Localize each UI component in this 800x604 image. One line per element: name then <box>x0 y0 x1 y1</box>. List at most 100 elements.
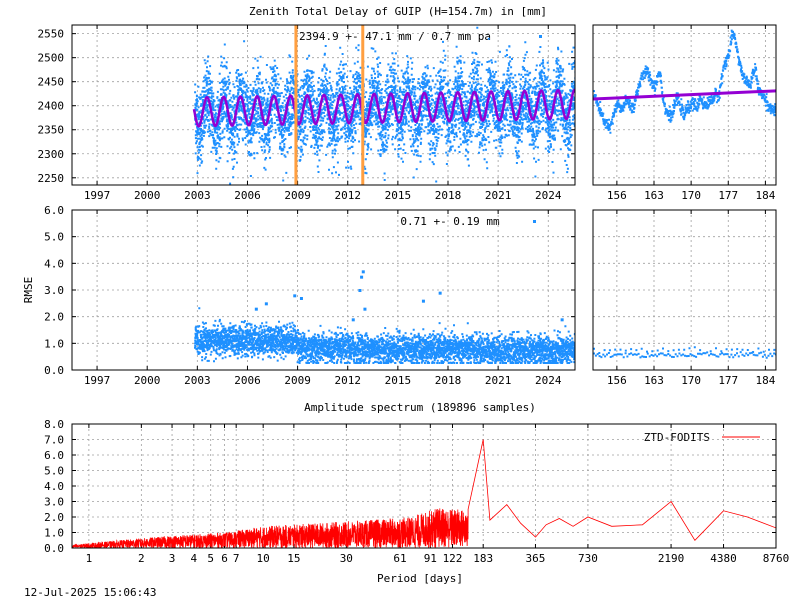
rmse-main-frame <box>71 209 576 371</box>
amplitude-spectrum-xtick-label: 122 <box>443 552 463 565</box>
rmse-main-panel: 1997 2000 2003 2006 2009 2012 2015 2018 2021 2024… <box>44 204 575 387</box>
amplitude-spectrum-xtick-label: 3 <box>169 552 176 565</box>
rmse-main-xtick-label: 2018 <box>435 374 462 387</box>
ztd-main-xtick-label: 2015 <box>385 189 412 202</box>
rmse-annotation: 0.71 +- 0.19 mm <box>400 215 500 228</box>
rmse-main-ytick-label: 5.0 <box>44 231 64 244</box>
rmse-main-xtick-label: 2006 <box>234 374 261 387</box>
ztd-main-ytick-label: 2250 <box>38 172 65 185</box>
amplitude-spectrum-xtick-label: 730 <box>578 552 598 565</box>
amplitude-spectrum-xtick-label: 30 <box>340 552 353 565</box>
spectrum-lines <box>72 439 776 548</box>
rmse-annotation-marker <box>533 220 536 223</box>
rmse-main-xtick-label: 2021 <box>485 374 512 387</box>
rmse-main-xtick-label: 2024 <box>535 374 562 387</box>
rmse-outlier <box>299 297 303 300</box>
amplitude-spectrum-ytick-label: 5.0 <box>44 465 64 478</box>
rmse-outlier <box>361 270 365 274</box>
ztd-main-ytick-label: 2300 <box>38 148 65 161</box>
amplitude-spectrum-ytick-label: 8.0 <box>44 418 64 431</box>
ztd-recent-xtick-label: 184 <box>755 189 775 202</box>
ztd-fit-line <box>192 88 575 128</box>
rmse-main-xtick-label: 2003 <box>184 374 211 387</box>
spectrum-frame <box>71 423 777 549</box>
rmse-outlier <box>254 307 258 311</box>
amplitude-spectrum-xtick-label: 5 <box>207 552 214 565</box>
amplitude-spectrum-xtick-label: 10 <box>257 552 270 565</box>
rmse-recent-panel: 156 163 170 177 184 <box>593 209 776 387</box>
rmse-main-xtick-label: 1997 <box>84 374 111 387</box>
ztd-main-panel: 1997 2000 2003 2006 2009 2012 2015 2018 2021 2024… <box>38 25 575 202</box>
rmse-outlier <box>358 289 362 292</box>
rmse-outlier <box>363 307 367 311</box>
amplitude-spectrum-xtick-label: 4 <box>191 552 198 565</box>
ztd-main-xtick-label: 2021 <box>485 189 512 202</box>
amplitude-spectrum-ytick-label: 0.0 <box>44 542 64 555</box>
rmse-recent-xtick-label: 184 <box>755 374 775 387</box>
rmse-main-xtick-label: 2015 <box>385 374 412 387</box>
ztd-recent-points <box>593 29 776 134</box>
rmse-recent-points <box>593 346 776 359</box>
amplitude-spectrum-xtick-label: 8760 <box>763 552 790 565</box>
amplitude-spectrum-xtick-label: 4380 <box>710 552 737 565</box>
spectrum-xlabel: Period [days] <box>377 572 463 585</box>
ztd-main-xtick-label: 2024 <box>535 189 562 202</box>
rmse-ylabel: RMSE <box>22 277 35 304</box>
ztd-main-ytick-label: 2450 <box>38 76 65 89</box>
amplitude-spectrum-xtick-label: 61 <box>393 552 406 565</box>
ztd-recent-data-points <box>593 29 776 134</box>
amplitude-spectrum-xtick-label: 15 <box>287 552 300 565</box>
rmse-outlier <box>351 318 355 322</box>
rmse-outlier <box>264 302 268 306</box>
rmse-data-points <box>194 307 575 364</box>
rmse-outlier <box>293 294 297 298</box>
rmse-main-ytick-label: 0.0 <box>44 364 64 377</box>
amplitude-spectrum-ytick-label: 3.0 <box>44 496 64 509</box>
ztd-points <box>192 25 575 185</box>
ztd-main-xtick-label: 2006 <box>234 189 261 202</box>
ztd-annotation: 2394.9 +- 47.1 mm / 0.7 mm pa <box>299 30 491 43</box>
ztd-main-xtick-label: 2000 <box>134 189 161 202</box>
chart-title: Zenith Total Delay of GUIP (H=154.7m) in… <box>249 5 547 18</box>
ztd-annotation-marker <box>539 35 542 38</box>
amplitude-spectrum-xtick-label: 7 <box>233 552 240 565</box>
ztd-main-frame <box>71 24 576 186</box>
amplitude-spectrum-xtick-label: 2 <box>138 552 145 565</box>
amplitude-spectrum-xtick-label: 6 <box>221 552 228 565</box>
amplitude-spectrum-ytick-label: 7.0 <box>44 434 64 447</box>
spectrum-title: Amplitude spectrum (189896 samples) <box>304 401 536 414</box>
amplitude-spectrum-ytick-label: 6.0 <box>44 449 64 462</box>
rmse-recent-frame <box>592 209 777 371</box>
rmse-main-ytick-label: 1.0 <box>44 337 64 350</box>
rmse-recent-xtick-label: 156 <box>607 374 627 387</box>
rmse-main-xtick-label: 2009 <box>284 374 311 387</box>
rmse-main-xtick-label: 2000 <box>134 374 161 387</box>
ztd-recent-panel: 156 163 170 177 184 <box>593 25 776 202</box>
rmse-recent-xtick-label: 170 <box>681 374 701 387</box>
ztd-recent-xtick-label: 170 <box>681 189 701 202</box>
rmse-recent-xtick-label: 177 <box>718 374 738 387</box>
spectrum-series-line <box>72 439 776 548</box>
spectrum-legend-label: ZTD-FODITS <box>644 431 710 444</box>
rmse-outlier <box>560 318 564 322</box>
amplitude-spectrum-ytick-label: 1.0 <box>44 527 64 540</box>
ztd-main-xtick-label: 2012 <box>334 189 361 202</box>
rmse-main-ytick-label: 6.0 <box>44 204 64 217</box>
amplitude-spectrum-xtick-label: 365 <box>526 552 546 565</box>
amplitude-spectrum-xtick-label: 2190 <box>658 552 685 565</box>
rmse-main-ytick-label: 2.0 <box>44 311 64 324</box>
ztd-main-xtick-label: 2018 <box>435 189 462 202</box>
amplitude-spectrum-ytick-label: 2.0 <box>44 511 64 524</box>
amplitude-spectrum-xtick-label: 183 <box>473 552 493 565</box>
rmse-recent-data-points <box>593 346 776 359</box>
amplitude-spectrum-xtick-label: 91 <box>424 552 437 565</box>
ztd-main-xtick-label: 2009 <box>284 189 311 202</box>
ztd-main-ytick-label: 2400 <box>38 100 65 113</box>
ztd-recent-frame <box>592 24 777 186</box>
rmse-outlier <box>438 291 442 295</box>
footer-timestamp: 12-Jul-2025 15:06:43 <box>24 586 156 599</box>
rmse-points <box>194 270 575 364</box>
ztd-data-points <box>194 26 575 185</box>
amplitude-spectrum-ytick-label: 4.0 <box>44 480 64 493</box>
